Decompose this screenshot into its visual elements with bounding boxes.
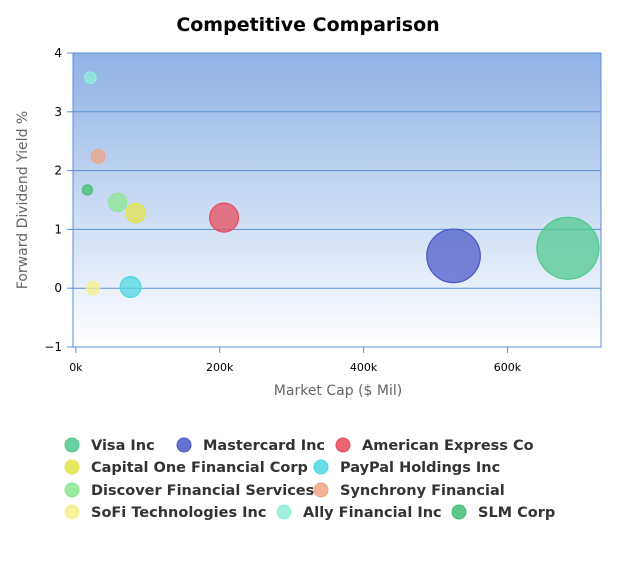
legend-marker-ally-financial-inc[interactable] (276, 504, 292, 520)
y-tick-label: 1 (54, 222, 62, 236)
y-tick-label: −1 (44, 340, 62, 354)
legend-marker-visa-inc[interactable] (64, 437, 80, 453)
legend-marker-paypal-holdings-inc[interactable] (313, 459, 329, 475)
bubble-ally-financial-inc[interactable] (83, 71, 97, 85)
legend-marker-american-express-co[interactable] (335, 437, 351, 453)
legend-label-paypal-holdings-inc[interactable]: PayPal Holdings Inc (340, 460, 500, 476)
data-points (81, 71, 600, 299)
y-tick-label: 0 (54, 281, 62, 295)
legend-label-synchrony-financial[interactable]: Synchrony Financial (340, 483, 505, 499)
bubble-capital-one-financial-corp[interactable] (125, 202, 146, 224)
legend-label-visa-inc[interactable]: Visa Inc (91, 438, 155, 454)
x-tick-label: 200k (206, 361, 234, 374)
legend: Visa Inc Mastercard Inc American Express C… (64, 437, 555, 521)
chart-title: Competitive Comparison (176, 14, 439, 36)
bubble-mastercard-inc[interactable] (426, 228, 481, 284)
bubble-discover-financial-services[interactable] (108, 192, 128, 212)
bubble-sofi-technologies-inc[interactable] (86, 281, 101, 296)
x-axis-label: Market Cap ($ Mil) (274, 383, 402, 399)
legend-label-capital-one-financial-corp[interactable]: Capital One Financial Corp (91, 460, 308, 476)
y-axis-label: Forward Dividend Yield % (15, 111, 31, 289)
legend-marker-slm-corp[interactable] (451, 504, 467, 520)
x-axis-ticks: 0k 200k 400k 600k (69, 347, 522, 374)
legend-marker-capital-one-financial-corp[interactable] (64, 459, 80, 475)
y-tick-label: 4 (54, 46, 62, 60)
y-axis-ticks: −1 0 1 2 3 4 (44, 46, 73, 354)
x-tick-label: 400k (350, 361, 378, 374)
bubble-american-express-co[interactable] (208, 202, 240, 233)
legend-marker-mastercard-inc[interactable] (176, 437, 192, 453)
legend-marker-synchrony-financial[interactable] (313, 482, 329, 498)
legend-label-slm-corp[interactable]: SLM Corp (478, 505, 555, 521)
x-tick-label: 0k (69, 361, 83, 374)
bubble-slm-corp[interactable] (81, 184, 93, 196)
legend-marker-sofi-technologies-inc[interactable] (64, 504, 80, 520)
x-tick-label: 600k (494, 361, 522, 374)
bubble-visa-inc[interactable] (536, 216, 600, 280)
plot-area (72, 52, 602, 348)
bubble-synchrony-financial[interactable] (90, 149, 106, 164)
legend-label-mastercard-inc[interactable]: Mastercard Inc (203, 438, 325, 454)
y-tick-label: 3 (54, 105, 62, 119)
bubble-paypal-holdings-inc[interactable] (119, 276, 142, 299)
y-tick-label: 2 (54, 164, 62, 178)
legend-label-ally-financial-inc[interactable]: Ally Financial Inc (303, 505, 442, 521)
legend-label-discover-financial-services[interactable]: Discover Financial Services (91, 483, 314, 499)
legend-label-sofi-technologies-inc[interactable]: SoFi Technologies Inc (91, 505, 266, 521)
legend-label-american-express-co[interactable]: American Express Co (362, 438, 534, 454)
gridlines (73, 111, 601, 289)
legend-marker-discover-financial-services[interactable] (64, 482, 80, 498)
